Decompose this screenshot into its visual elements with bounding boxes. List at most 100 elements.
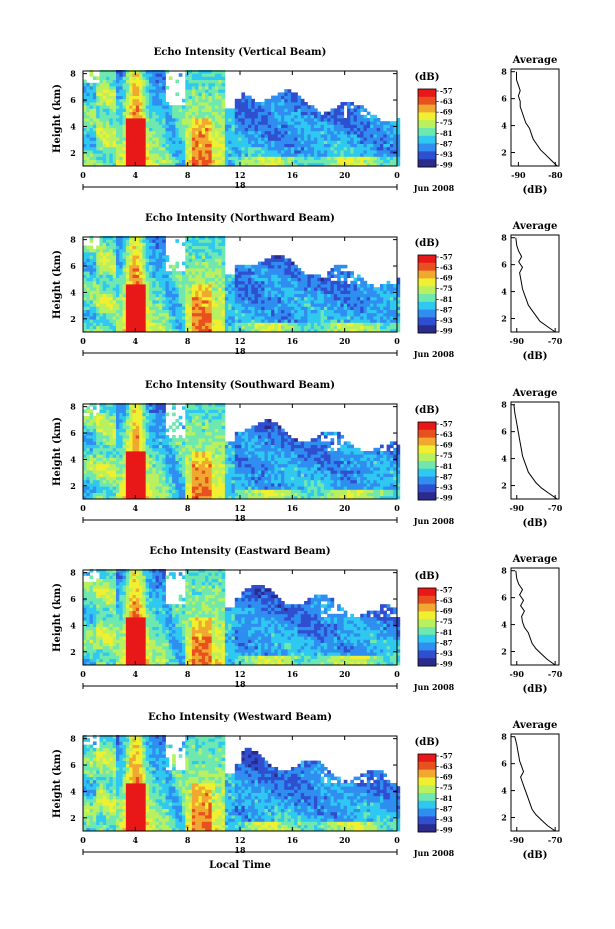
profile-y-tick-label: 6 <box>501 593 507 603</box>
colorbar-tick-label: -57 <box>440 87 453 96</box>
colorbar-segment <box>418 595 436 604</box>
colorbar-segment <box>418 309 436 318</box>
x-tick-label: 16 <box>287 336 299 346</box>
colorbar-tick-label: -99 <box>440 660 453 669</box>
colorbar-tick-label: -57 <box>440 253 453 262</box>
date-label: 18 <box>234 180 246 190</box>
x-tick-label: 4 <box>133 336 139 346</box>
colorbar-segment <box>418 278 436 287</box>
colorbar-tick-label: -93 <box>440 649 453 658</box>
y-axis-label: Height (km) <box>52 583 63 652</box>
colorbar-segment <box>418 422 436 431</box>
colorbar-frame <box>417 587 437 667</box>
x-tick-label: 12 <box>234 503 245 513</box>
profile-line <box>515 570 556 666</box>
colorbar-segment <box>418 453 436 462</box>
y-axis-label: Height (km) <box>52 749 63 818</box>
date-label: 18 <box>234 679 246 689</box>
profile-x-axis-label: (dB) <box>523 185 548 196</box>
y-tick-label: 2 <box>70 647 76 657</box>
colorbar-tick-label: -87 <box>440 305 453 314</box>
colorbar-tick-label: -81 <box>440 794 453 803</box>
x-tick-label: 8 <box>185 835 191 845</box>
colorbar-segment <box>418 317 436 326</box>
colorbar-segment <box>418 824 436 833</box>
x-tick-label: 8 <box>185 503 191 513</box>
profile-title: Average <box>512 388 558 399</box>
colorbar-tick-label: -81 <box>440 295 453 304</box>
panel-title: Echo Intensity (Northward Beam) <box>145 213 335 224</box>
x-tick-label: 0 <box>80 669 86 679</box>
profile-x-axis-label: (dB) <box>523 850 548 861</box>
colorbar-segment <box>418 104 436 113</box>
x-tick-label: 0 <box>80 835 86 845</box>
colorbar-tick-label: -75 <box>440 284 453 293</box>
panel-2: Echo Intensity (Northward Beam) 2 4 6 8 Heigh… <box>52 213 563 362</box>
profile-x-tick-label: -90 <box>510 336 525 346</box>
colorbar-tick-label: -57 <box>440 420 453 429</box>
colorbar-segment <box>418 642 436 651</box>
y-tick-label: 4 <box>70 786 76 796</box>
x-tick-label: 20 <box>339 669 351 679</box>
profile-y-tick-label: 6 <box>501 94 507 104</box>
x-tick-label: 16 <box>287 669 299 679</box>
y-tick-label: 8 <box>70 235 76 245</box>
colorbar-segment <box>418 650 436 659</box>
colorbar-segment <box>418 286 436 295</box>
profile-title: Average <box>512 55 558 66</box>
date-right-label: Jun 2008 <box>413 349 455 359</box>
colorbar-tick-label: -69 <box>440 274 453 283</box>
colorbar-segment <box>418 120 436 129</box>
panel-title: Echo Intensity (Eastward Beam) <box>149 546 330 557</box>
profile-x-tick-label: -70 <box>548 336 563 346</box>
x-tick-label: 16 <box>287 503 299 513</box>
panel-5: Echo Intensity (Westward Beam) 2 4 6 8 Height… <box>52 712 563 871</box>
x-tick-label: 0 <box>394 503 400 513</box>
colorbar-unit: (dB) <box>415 72 440 83</box>
profile-y-tick-label: 4 <box>501 620 507 630</box>
heatmap <box>83 735 401 832</box>
colorbar-segment <box>418 634 436 643</box>
profile-panel: Average 2 4 6 8 -90 -70(dB) <box>501 388 563 529</box>
colorbar-segment <box>418 294 436 303</box>
colorbar-unit: (dB) <box>415 571 440 582</box>
colorbar-segment <box>418 468 436 477</box>
profile-frame <box>510 401 560 500</box>
profile-y-tick-label: 2 <box>501 813 507 823</box>
colorbar-tick-label: -99 <box>440 826 453 835</box>
y-tick-label: 6 <box>70 760 76 770</box>
date-label: 18 <box>234 513 246 523</box>
profile-x-tick-label: -90 <box>510 669 525 679</box>
colorbar: -57-63 -69-75 -81-87 -93 -99 <box>417 752 453 835</box>
profile-y-tick-label: 2 <box>501 148 507 158</box>
colorbar-tick-label: -93 <box>440 815 453 824</box>
y-tick-label: 8 <box>70 402 76 412</box>
colorbar-unit: (dB) <box>415 405 440 416</box>
colorbar-segment <box>418 785 436 794</box>
colorbar-tick-label: -63 <box>440 762 453 771</box>
date-right-label: Jun 2008 <box>413 682 455 692</box>
profile-y-tick-label: 6 <box>501 260 507 270</box>
colorbar: -57-63 -69-75 -81-87 -93 -99 <box>417 420 453 503</box>
profile-y-tick-label: 6 <box>501 759 507 769</box>
colorbar-tick-label: -87 <box>440 472 453 481</box>
colorbar-tick-label: -87 <box>440 139 453 148</box>
colorbar-segment <box>418 143 436 152</box>
y-tick-label: 6 <box>70 594 76 604</box>
profile-line <box>513 404 558 500</box>
colorbar-segment <box>418 492 436 501</box>
x-tick-label: 4 <box>133 835 139 845</box>
y-tick-label: 6 <box>70 261 76 271</box>
x-tick-label: 12 <box>234 669 245 679</box>
x-tick-label: 16 <box>287 835 299 845</box>
profile-x-tick-label: -90 <box>510 835 525 845</box>
profile-panel: Average 2 4 6 8 -90 -70(dB) <box>501 554 563 695</box>
y-tick-label: 2 <box>70 148 76 158</box>
colorbar-tick-label: -81 <box>440 129 453 138</box>
colorbar-segment <box>418 808 436 817</box>
profile-x-tick-label: -90 <box>511 170 526 180</box>
y-tick-label: 4 <box>70 454 76 464</box>
colorbar-segment <box>418 627 436 636</box>
y-tick-label: 2 <box>70 481 76 491</box>
